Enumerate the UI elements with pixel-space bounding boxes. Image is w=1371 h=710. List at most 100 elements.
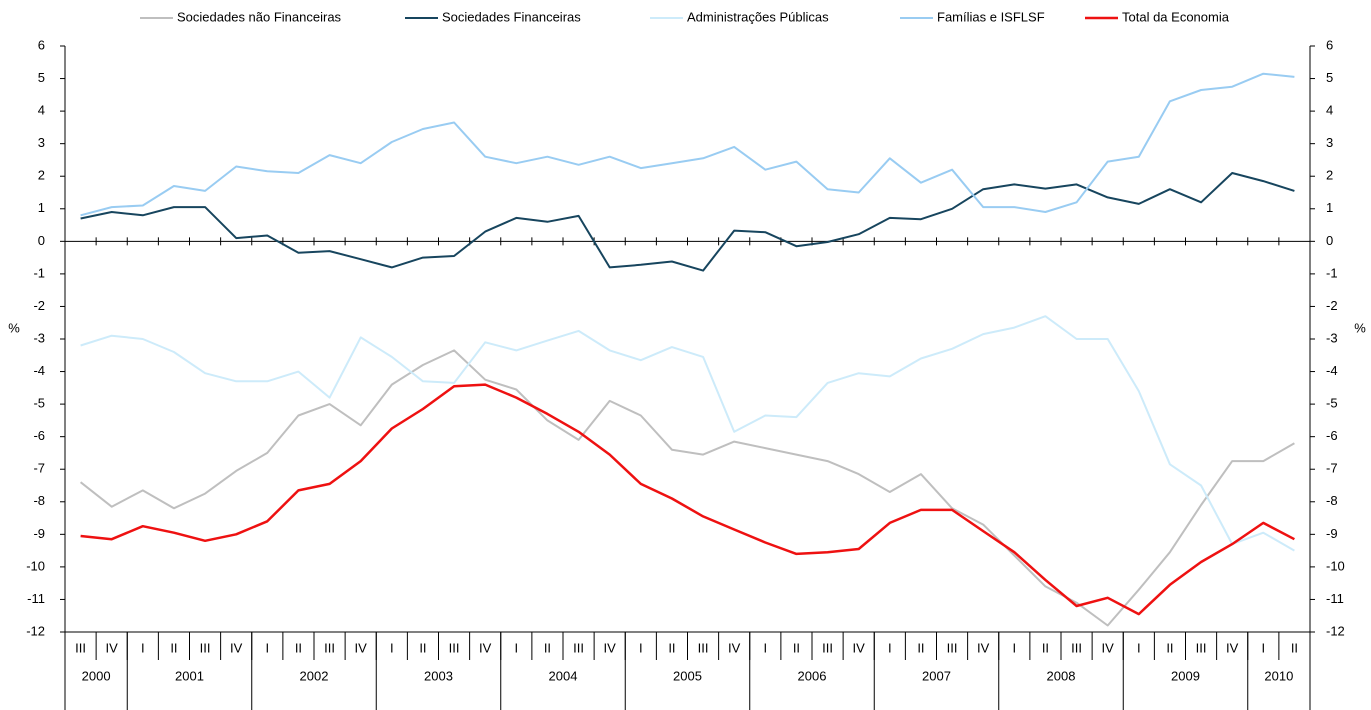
y-tick-label: -1 [33,265,45,280]
x-tick-label: III [200,640,211,655]
year-label: 2002 [300,668,329,683]
year-label: 2000 [82,668,111,683]
x-tick-label: IV [1226,640,1239,655]
y-tick-label: 4 [38,103,45,118]
x-tick-label: III [822,640,833,655]
x-tick-label: III [947,640,958,655]
y2-tick-label: 6 [1326,37,1333,52]
y2-tick-label: -3 [1326,330,1338,345]
x-tick-label: IV [230,640,243,655]
year-label: 2005 [673,668,702,683]
x-tick-label: I [1137,640,1141,655]
year-label: 2007 [922,668,951,683]
y2-tick-label: 0 [1326,233,1333,248]
legend-label: Sociedades não Financeiras [177,9,342,24]
series-line [79,349,1295,627]
x-tick-label: IV [604,640,617,655]
series-line [80,383,1295,616]
x-tick-label: II [917,640,924,655]
y-tick-label: -5 [33,396,45,411]
y-tick-label: 3 [38,135,45,150]
legend-label: Administrações Públicas [687,9,829,24]
y-tick-label: -7 [33,461,45,476]
year-label: 2004 [549,668,578,683]
x-tick-label: IV [479,640,492,655]
y2-tick-label: 4 [1326,103,1333,118]
x-tick-label: I [888,640,892,655]
y2-tick-label: 3 [1326,135,1333,150]
x-tick-label: I [390,640,394,655]
y2-tick-label: -1 [1326,265,1338,280]
x-tick-label: IV [106,640,119,655]
x-tick-label: IV [728,640,741,655]
x-tick-label: I [639,640,643,655]
y-tick-label: -9 [33,526,45,541]
y-tick-label: -4 [33,363,45,378]
y2-tick-label: -11 [1326,591,1344,606]
year-label: 2009 [1171,668,1200,683]
x-tick-label: III [573,640,584,655]
y-tick-label: -2 [33,298,45,313]
x-tick-label: IV [355,640,368,655]
y2-tick-label: -6 [1326,428,1338,443]
x-tick-label: II [295,640,302,655]
y2-tick-label: -8 [1326,493,1338,508]
y2-tick-label: -10 [1326,558,1345,573]
legend-label: Sociedades Financeiras [442,9,581,24]
x-tick-label: III [1071,640,1082,655]
y2-tick-label: -2 [1326,298,1338,313]
y-tick-label: 0 [38,233,45,248]
legend-label: Total da Economia [1122,9,1230,24]
x-tick-label: I [1262,640,1266,655]
x-tick-label: II [419,640,426,655]
y-tick-label: -10 [26,558,45,573]
x-tick-label: IV [1102,640,1115,655]
x-tick-label: II [1166,640,1173,655]
y2-axis-label: % [1354,320,1366,335]
year-label: 2008 [1047,668,1076,683]
y-tick-label: -12 [26,623,45,638]
x-tick-label: II [793,640,800,655]
legend-label: Famílias e ISFLSF [937,9,1045,24]
y-tick-label: -6 [33,428,45,443]
y2-tick-label: -9 [1326,526,1338,541]
year-label: 2003 [424,668,453,683]
x-tick-label: II [544,640,551,655]
y2-tick-label: -7 [1326,461,1338,476]
x-tick-label: III [75,640,86,655]
year-label: 2010 [1264,668,1293,683]
y-axis-label: % [8,320,20,335]
y-tick-label: 2 [38,168,45,183]
y2-tick-label: 2 [1326,168,1333,183]
year-label: 2001 [175,668,204,683]
x-tick-label: I [266,640,270,655]
y2-tick-label: 1 [1326,200,1333,215]
x-tick-label: II [1291,640,1298,655]
y-tick-label: 6 [38,37,45,52]
y-tick-label: -8 [33,493,45,508]
y-tick-label: -3 [33,330,45,345]
x-tick-label: I [764,640,768,655]
y2-tick-label: 5 [1326,70,1333,85]
x-tick-label: II [668,640,675,655]
x-tick-label: III [324,640,335,655]
y-tick-label: -11 [27,591,45,606]
x-tick-label: I [141,640,145,655]
series-line [80,315,1295,552]
x-tick-label: IV [853,640,866,655]
y2-tick-label: -5 [1326,396,1338,411]
x-tick-label: I [515,640,519,655]
x-tick-label: III [698,640,709,655]
series-line [80,72,1295,217]
x-tick-label: II [1042,640,1049,655]
x-tick-label: IV [977,640,990,655]
x-tick-label: III [449,640,460,655]
x-tick-label: III [1196,640,1207,655]
y2-tick-label: -12 [1326,623,1345,638]
year-label: 2006 [798,668,827,683]
x-tick-label: II [170,640,177,655]
x-tick-label: I [1013,640,1017,655]
series-line [80,172,1295,272]
y2-tick-label: -4 [1326,363,1338,378]
y-tick-label: 1 [38,200,45,215]
